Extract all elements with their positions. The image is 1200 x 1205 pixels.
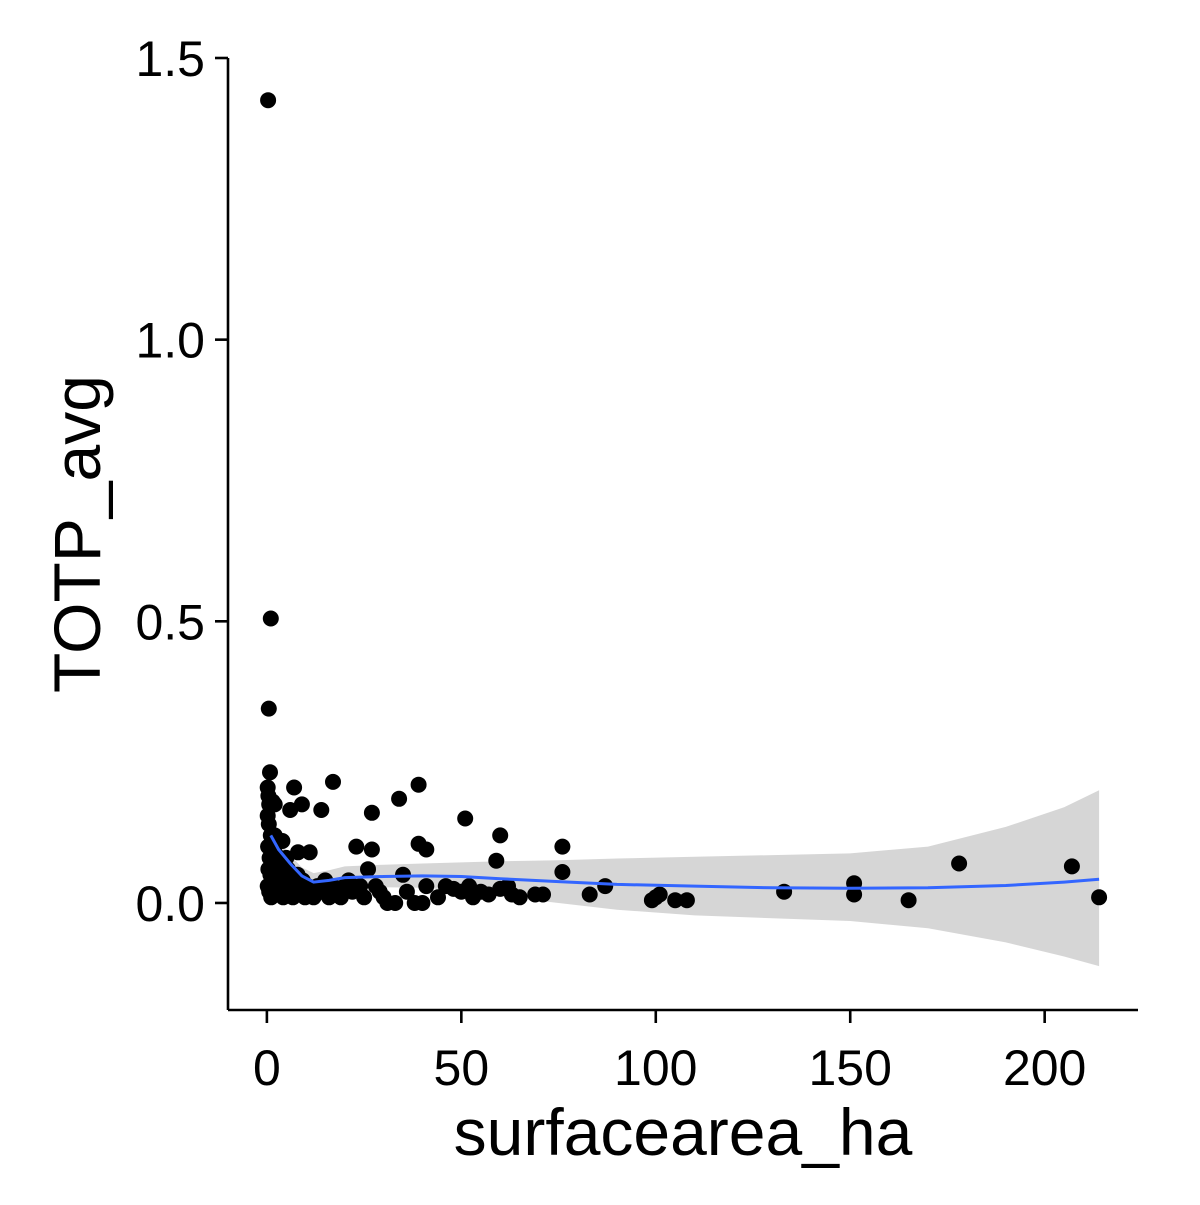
- data-point: [430, 889, 446, 906]
- data-point: [488, 852, 505, 869]
- data-point: [360, 861, 376, 878]
- confidence-band: [270, 790, 1100, 967]
- data-point: [363, 841, 380, 858]
- data-point: [678, 892, 695, 909]
- data-point: [262, 610, 279, 627]
- x-axis-title: surfacearea_ha: [454, 1095, 913, 1169]
- data-point: [414, 895, 431, 911]
- y-tick-label: 1.5: [135, 31, 205, 87]
- data-point: [274, 833, 291, 849]
- data-point: [410, 776, 427, 793]
- data-point: [260, 92, 277, 109]
- data-point: [951, 855, 968, 872]
- data-point: [776, 883, 793, 900]
- x-tick-label: 100: [614, 1040, 697, 1096]
- data-point: [262, 764, 278, 781]
- data-point: [398, 883, 415, 900]
- data-point: [651, 886, 668, 903]
- y-tick-label: 1.0: [135, 313, 205, 369]
- y-axis-title: TOTP_avg: [40, 375, 114, 693]
- data-point: [313, 802, 330, 818]
- data-point: [387, 895, 404, 911]
- data-point: [1063, 858, 1080, 875]
- data-point: [418, 841, 435, 858]
- data-point: [846, 886, 863, 903]
- x-tick-label: 50: [434, 1040, 490, 1096]
- data-point: [900, 892, 917, 909]
- data-point: [597, 878, 614, 895]
- confidence-band-layer: [270, 790, 1100, 967]
- data-point: [391, 790, 408, 807]
- data-points-layer: [259, 92, 1108, 911]
- data-point: [301, 844, 318, 861]
- data-point: [1091, 889, 1108, 906]
- data-point: [363, 804, 380, 821]
- data-point: [511, 889, 528, 906]
- x-tick-label: 150: [809, 1040, 892, 1096]
- x-tick-label: 0: [253, 1040, 281, 1096]
- data-point: [492, 827, 509, 844]
- ticks-layer: 0 50 100 150 200 0.0 0.5 1.0 1.5: [135, 31, 1086, 1096]
- data-point: [260, 700, 277, 717]
- axes-layer: [226, 58, 1138, 1012]
- data-point: [418, 878, 435, 895]
- data-point: [554, 864, 571, 880]
- y-tick-label: 0.5: [135, 594, 205, 650]
- data-point: [293, 796, 310, 813]
- data-point: [348, 838, 365, 855]
- data-point: [667, 892, 684, 909]
- data-point: [581, 886, 598, 903]
- data-point: [554, 838, 571, 855]
- data-point: [356, 889, 373, 906]
- data-point: [325, 773, 341, 790]
- y-tick-label: 0.0: [135, 876, 205, 932]
- x-tick-label: 200: [1003, 1040, 1086, 1096]
- data-point: [457, 810, 474, 827]
- data-point: [266, 796, 283, 813]
- smooth-line: [269, 834, 1100, 890]
- data-point: [535, 886, 551, 903]
- data-point: [286, 779, 303, 796]
- smooth-line-layer: [269, 834, 1100, 890]
